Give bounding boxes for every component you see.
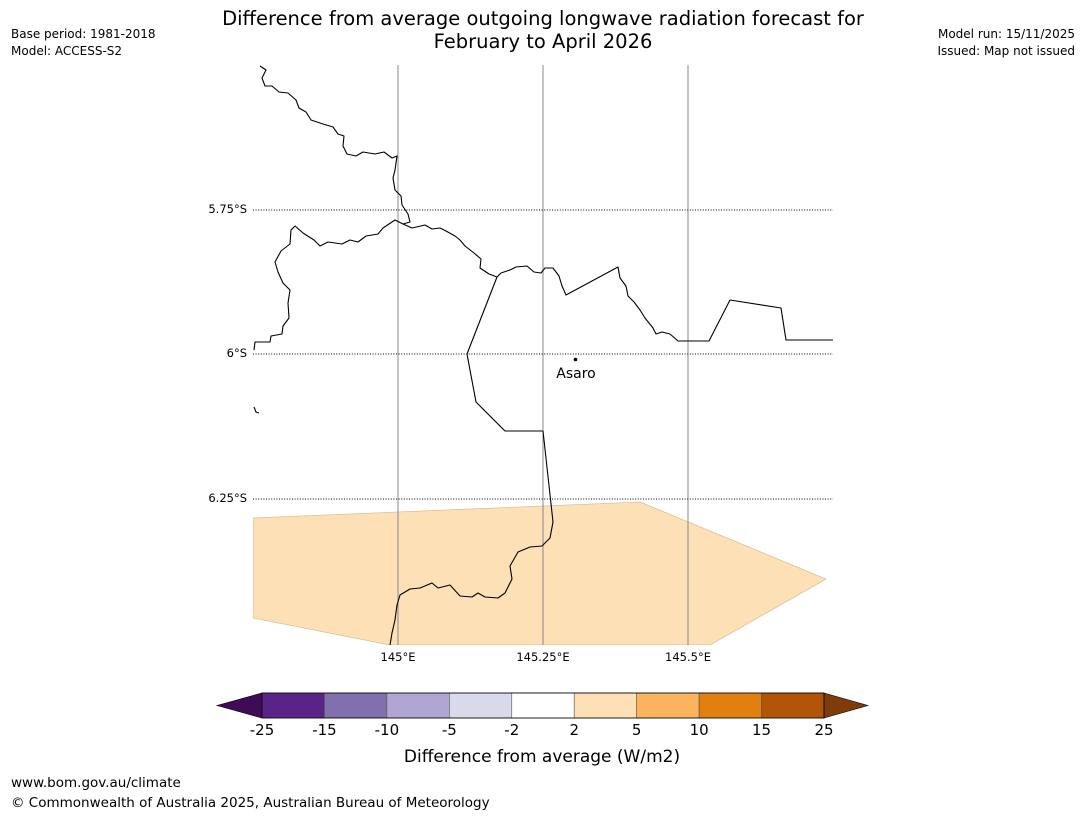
colorbar-bin (636, 692, 700, 719)
boundary-central (402, 223, 833, 342)
colorbar-bin (324, 692, 388, 719)
colorbar-tick-label: 10 (690, 721, 709, 739)
title-line-1: Difference from average outgoing longwav… (222, 7, 864, 30)
boundary-south (389, 276, 554, 645)
base-period: Base period: 1981-2018 (11, 27, 156, 41)
place-label-asaro: Asaro (556, 366, 595, 382)
colorbar-tick-label: -2 (504, 721, 519, 739)
colorbar-outline (261, 692, 825, 719)
colorbar-title: Difference from average (W/m2) (404, 747, 680, 767)
meta-right: Model run: 15/11/2025 Issued: Map not is… (937, 26, 1075, 60)
longitude-labels: 145°E 145.25°E 145.5°E (381, 650, 711, 664)
province-boundaries (253, 65, 833, 645)
colorbar-tick-label: -5 (442, 721, 457, 739)
lon-label-145-5e: 145.5°E (665, 650, 711, 664)
lon-label-145e: 145°E (381, 650, 416, 664)
colorbar-bin (573, 692, 637, 719)
colorbar-tick-label: -25 (250, 721, 275, 739)
colorbar-bin (449, 692, 513, 719)
colorbar-tick-label: -10 (375, 721, 400, 739)
place-marker-asaro (573, 357, 578, 362)
colorbar-bin (761, 692, 825, 719)
lat-label-6s: 6°S (227, 346, 247, 360)
colorbar-bin (386, 692, 450, 719)
copyright: © Commonwealth of Australia 2025, Austra… (11, 795, 490, 811)
graticule (253, 65, 833, 645)
colorbar-tick-label: 2 (569, 721, 579, 739)
latitude-labels: 5.75°S 6°S 6.25°S (208, 202, 247, 505)
colorbar: -25 -15 -10 -5 -2 2 5 10 15 25 (215, 692, 870, 739)
title-line-2: February to April 2026 (433, 30, 653, 53)
colorbar-tick-label: 5 (632, 721, 642, 739)
colorbar-tick-label: 15 (752, 721, 771, 739)
boundary-north (253, 65, 411, 351)
issued-status: Issued: Map not issued (937, 44, 1075, 58)
website-link[interactable]: www.bom.gov.au/climate (11, 775, 181, 791)
colorbar-bin (511, 692, 575, 719)
lon-label-145-25e: 145.25°E (516, 650, 569, 664)
lat-label-5-75s: 5.75°S (208, 202, 247, 216)
model-run: Model run: 15/11/2025 (937, 27, 1075, 41)
colorbar-bin (698, 692, 762, 719)
colorbar-extend-low (215, 692, 263, 719)
colorbar-tick-label: -15 (312, 721, 337, 739)
map-title: Difference from average outgoing longwav… (143, 7, 943, 53)
lat-label-6-25s: 6.25°S (208, 491, 247, 505)
colorbar-tick-label: 25 (814, 721, 833, 739)
colorbar-bin (261, 692, 325, 719)
coast-fragment (253, 406, 260, 414)
anomaly-region (253, 501, 827, 645)
meta-left: Base period: 1981-2018 Model: ACCESS-S2 (11, 26, 156, 60)
colorbar-extend-high (823, 692, 870, 719)
model-name: Model: ACCESS-S2 (11, 44, 123, 58)
